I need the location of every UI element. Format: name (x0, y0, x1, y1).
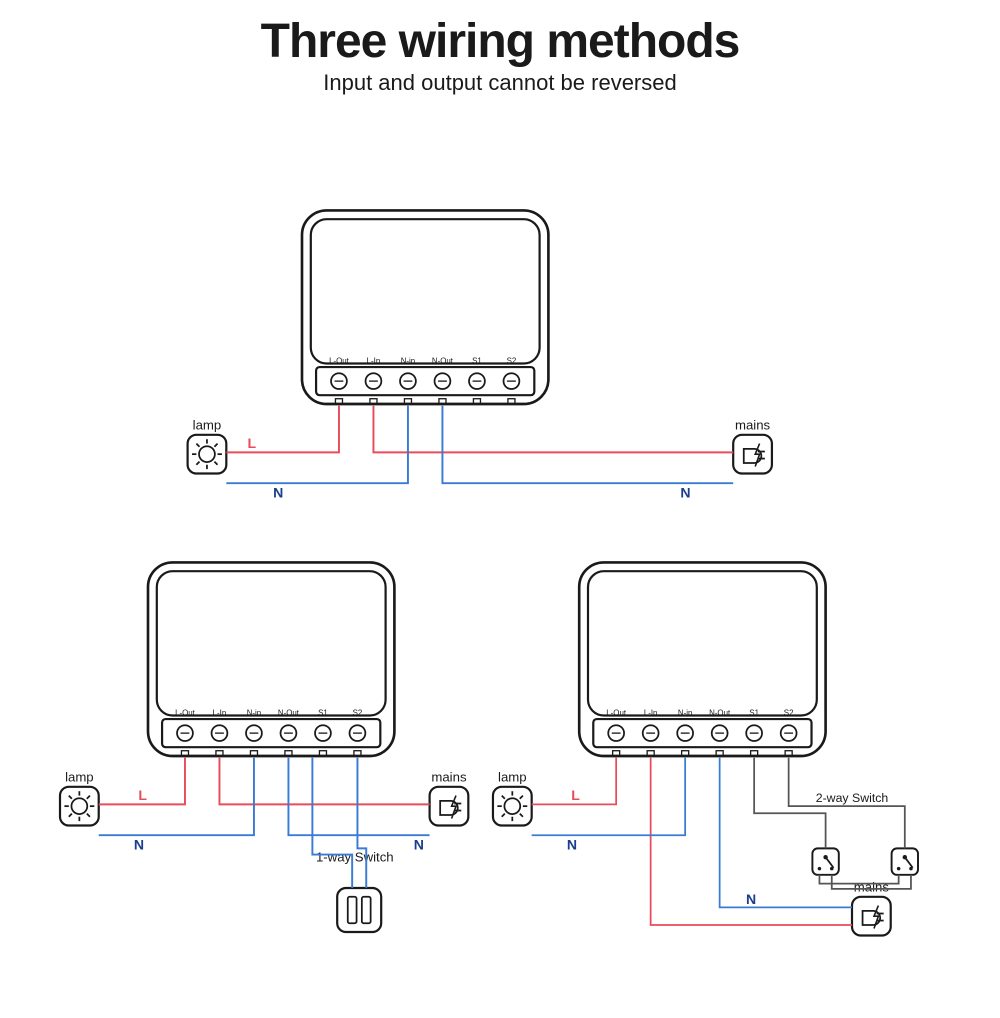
terminal-label: S1 (318, 709, 328, 718)
terminal-label: L-Out (329, 357, 350, 366)
lamp-label: lamp (193, 418, 222, 433)
wire-N (99, 758, 254, 835)
page-title: Three wiring methods (0, 18, 1000, 66)
wire-label: L (571, 787, 580, 803)
wire-label: N (414, 836, 424, 852)
terminal-label: N-in (678, 709, 693, 718)
terminal-label: S2 (784, 709, 794, 718)
terminal-label: N-in (247, 709, 262, 718)
terminal-label: N-Out (432, 357, 454, 366)
page-subtitle: Input and output cannot be reversed (0, 70, 1000, 96)
terminal-label: S2 (507, 357, 517, 366)
wire-N (288, 758, 429, 835)
wire-L (373, 406, 733, 453)
terminal-label: L-Out (606, 709, 627, 718)
wire-label: N (680, 484, 690, 500)
one-way-switch (337, 888, 381, 932)
lamp-icon: lamp (60, 770, 99, 826)
terminal-label: L-In (367, 357, 381, 366)
terminal-label: N-Out (709, 709, 731, 718)
two-way-switch-label: 2-way Switch (816, 791, 889, 805)
terminal-label: S1 (749, 709, 759, 718)
mains-icon: mains (733, 418, 772, 474)
smart-switch-device: L-Out L-In N-in N-Out S1 S2 (302, 210, 548, 404)
wire-label: L (138, 787, 147, 803)
lamp-icon: lamp (188, 418, 227, 474)
wire-N (357, 758, 366, 888)
mains-icon: mains (852, 880, 891, 936)
lamp-label: lamp (498, 770, 527, 785)
wire-L (226, 406, 339, 453)
mains-label: mains (854, 880, 890, 895)
lamp-label: lamp (65, 770, 94, 785)
terminal-label: L-Out (175, 709, 196, 718)
two-way-switch-node (892, 848, 918, 874)
terminal-label: N-in (401, 357, 415, 366)
wire-N (312, 758, 352, 888)
terminal-label: N-Out (278, 709, 300, 718)
terminal-label: S2 (353, 709, 363, 718)
wire-L (219, 758, 429, 805)
terminal-label: L-In (213, 709, 227, 718)
mains-label: mains (431, 770, 467, 785)
lamp-icon: lamp (493, 770, 532, 826)
one-way-switch-label: 1-way Switch (316, 850, 394, 865)
wire-label: N (273, 484, 283, 500)
mains-icon: mains (430, 770, 469, 826)
terminal-label: L-In (644, 709, 658, 718)
wire-label: N (567, 836, 577, 852)
wire-N (442, 406, 733, 483)
wire-label: N (746, 891, 756, 907)
two-way-switch-node (812, 848, 838, 874)
smart-switch-device: L-Out L-In N-in N-Out S1 S2 (148, 562, 394, 756)
wiring-diagrams: L-OutL-InN-inN-OutS1S2lampmainsLNNL-OutL… (0, 96, 1000, 976)
mains-label: mains (735, 418, 771, 433)
wire-label: L (247, 435, 256, 451)
terminal-label: S1 (472, 357, 482, 366)
wire-N (532, 758, 685, 835)
smart-switch-device: L-Out L-In N-in N-Out S1 S2 (579, 562, 825, 756)
wire-label: N (134, 836, 144, 852)
